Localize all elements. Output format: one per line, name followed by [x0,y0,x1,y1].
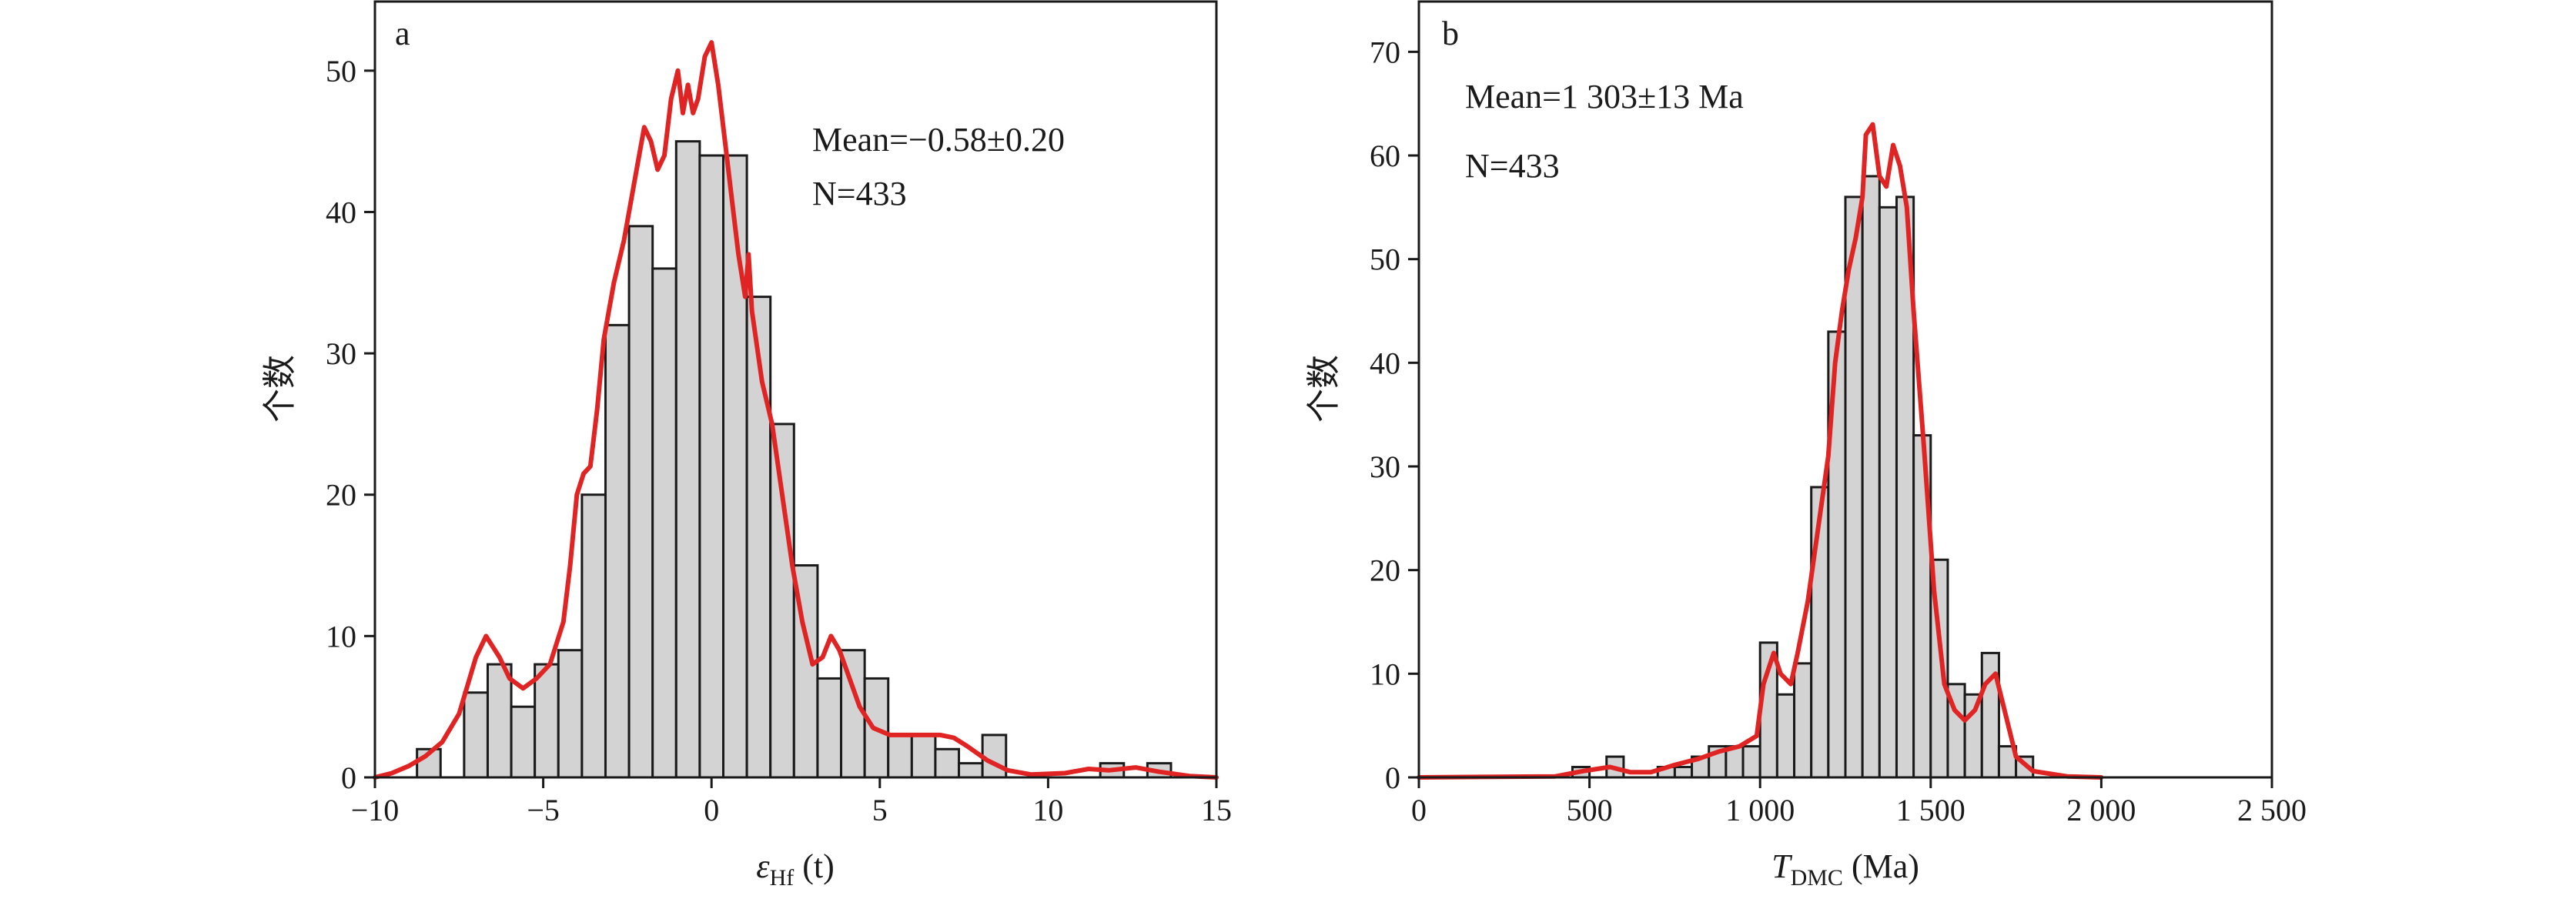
y-tick-label: 50 [326,54,356,89]
histogram-bar [1878,206,1898,779]
y-axis-label: 个数 [260,355,299,423]
histogram-bar [958,762,984,779]
y-tick-label: 20 [1370,553,1400,588]
histogram-bar [486,663,513,779]
histogram-bar [816,677,843,779]
histogram-bar [627,225,654,779]
stats-annotation: Mean=1 303±13 Ma [1465,78,1744,115]
x-tick-label: 1 500 [1896,793,1965,827]
x-tick-label: 2 500 [2237,793,2307,827]
panel-b: 0 500 1 000 1 500 2 000 2 500 0 10 20 30 40 50 60 70 b… [1304,0,2307,891]
histogram-bar [651,267,677,779]
y-tick-label: 60 [1370,139,1400,173]
y-tick-label: 0 [1385,760,1400,795]
y-tick-label: 40 [326,195,356,229]
histogram-bar [1775,693,1796,779]
histogram-bar [910,734,937,779]
histogram-bar [557,649,584,779]
plot-frame [373,0,1218,779]
histogram-bar [1861,175,1881,779]
histogram-bar [580,493,607,779]
y-tick-label: 20 [326,478,356,513]
histogram-bar [698,154,725,779]
panel-label: a [395,15,410,52]
x-tick-label: 10 [1032,793,1063,827]
histogram-bar [1673,766,1694,779]
histogram-bar [887,734,913,779]
histogram-bar [722,154,748,779]
y-tick-label: 40 [1370,346,1400,380]
stats-annotation: Mean=−0.58±0.20 [812,121,1065,159]
histogram-bar [674,140,701,779]
x-tick-label: −5 [527,793,560,827]
y-tick-label: 30 [1370,450,1400,484]
plot-frame [1417,0,2273,779]
histogram-bar [1963,693,1983,779]
y-tick-label: 10 [326,619,356,653]
x-tick-label: 500 [1567,793,1613,827]
x-tick-label: 5 [872,793,888,827]
histogram-bar [1741,745,1761,779]
histogram-bar [981,734,1008,779]
x-tick-label: 0 [1411,793,1427,827]
stats-annotation: N=433 [812,175,907,212]
x-tick-label: 0 [704,793,719,827]
stats-annotation: N=433 [1465,147,1560,185]
x-axis-label: TDMC (Ma) [1771,847,1919,891]
y-tick-label: 0 [341,760,356,795]
density-curve [1417,122,2104,780]
histogram-bar [1793,662,1813,779]
density-curve [373,40,1219,780]
y-tick-label: 30 [326,336,356,371]
x-axis-label: εHf (t) [756,847,835,891]
y-tick-label: 70 [1370,35,1400,69]
x-tick-label: 1 000 [1725,793,1795,827]
x-tick-label: 15 [1201,793,1232,827]
x-tick-label: 2 000 [2066,793,2136,827]
histogram-bar [463,691,489,779]
y-axis-label: 个数 [1304,355,1343,423]
y-tick-label: 10 [1370,657,1400,691]
panel-label: b [1442,15,1459,52]
histogram-bar [934,747,961,779]
panel-a: −10 −5 0 5 10 15 0 10 20 30 40 50 a Mean=−0.58±0.20 N=… [260,0,1232,891]
histogram-bar [769,423,795,779]
x-tick-label: −10 [351,793,400,827]
histogram-bar [534,663,560,779]
histogram-bar [604,323,631,779]
y-tick-label: 50 [1370,242,1400,277]
histogram-bar [510,705,537,779]
